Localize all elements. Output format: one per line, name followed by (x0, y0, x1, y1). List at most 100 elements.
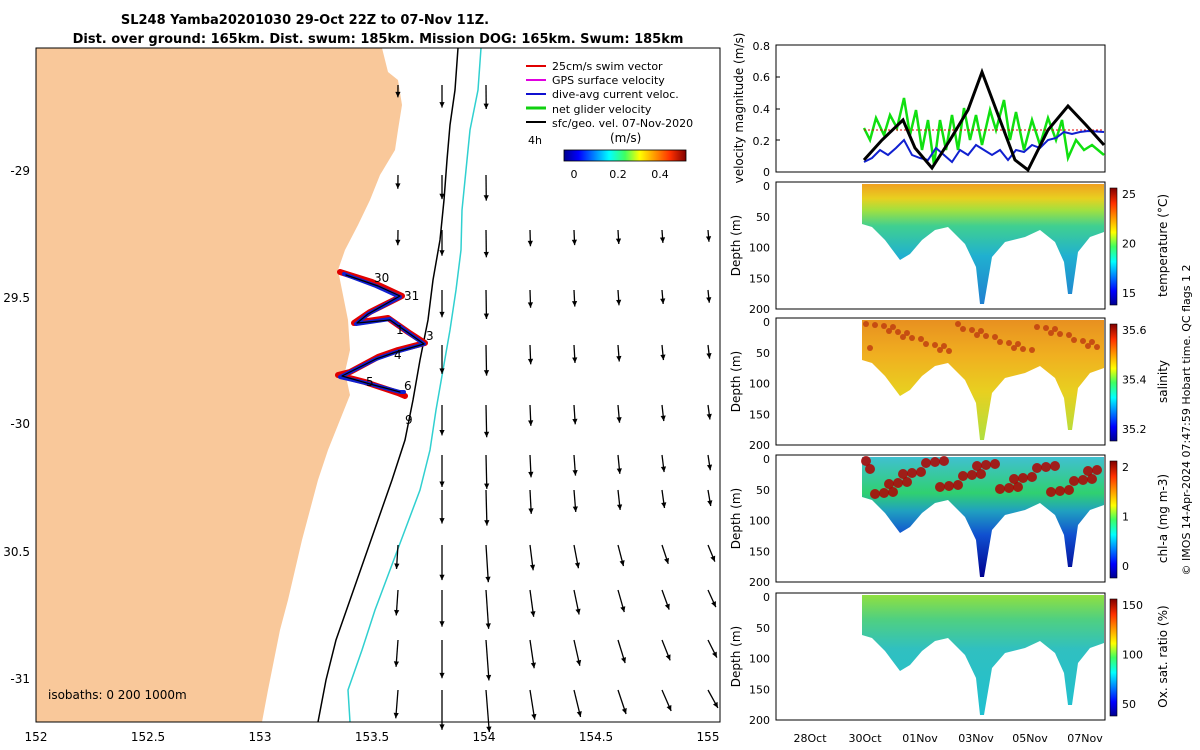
chla-sample-dot (1046, 487, 1056, 497)
track-label: 5 (366, 375, 374, 389)
velocity-vector-head (484, 483, 490, 489)
map-x-tick: 153 (249, 730, 272, 744)
salinity-sample-dot (1029, 347, 1035, 353)
salinity-sample-dot (1085, 343, 1091, 349)
salinity-colorbar-label: salinity (1156, 360, 1170, 403)
temperature-colorbar (1109, 187, 1118, 306)
salinity-sample-dot (863, 321, 869, 327)
colorbar-tick: 0.2 (609, 168, 627, 181)
oxygen-ytick: 0 (763, 591, 770, 604)
salinity-sample-dot (974, 332, 980, 338)
chla-sample-dot (1069, 476, 1079, 486)
velocity-vector-head (527, 302, 534, 308)
legend-4h: 4h (528, 134, 542, 147)
track-label: 6 (404, 379, 412, 393)
velocity-panel: 0 0.2 0.4 0.6 0.8 velocity magnitude (m/… (732, 33, 1106, 184)
time-x-tick: 01Nov (902, 732, 938, 745)
chla-sample-dot (995, 484, 1005, 494)
velocity-ytick: 0.2 (753, 135, 771, 148)
velocity-vector-head (576, 659, 582, 666)
velocity-vector (485, 544, 489, 583)
velocity-vector-head (616, 468, 622, 474)
velocity-vector-head (483, 103, 489, 109)
chla-ytick: 0 (763, 453, 770, 466)
salinity-sample-dot (1052, 326, 1058, 332)
salinity-panel: 0 50 100 150 200 Depth (m) 35.6 35.4 35.2 salinit… (729, 316, 1170, 452)
chla-sample-dot (1078, 475, 1088, 485)
velocity-vector-head (527, 240, 533, 247)
velocity-vector-head (660, 354, 666, 361)
map-y-tick: 30.5 (3, 545, 30, 559)
velocity-vector (485, 589, 490, 629)
temperature-colorbar-tick: 20 (1122, 238, 1136, 251)
salinity-sample-dot (1057, 331, 1063, 337)
chla-sample-dot (870, 489, 880, 499)
temperature-panel: 0 50 100 150 200 Depth (m) 25 20 15 temperature (… (729, 180, 1170, 316)
temperature-colorbar-label: temperature (°C) (1156, 194, 1170, 297)
time-x-tick: 30Oct (848, 732, 882, 745)
temperature-ytick: 200 (749, 303, 770, 316)
velocity-vector-head (616, 299, 622, 306)
chla-sample-dot (1055, 486, 1065, 496)
salinity-colorbar (1109, 323, 1118, 442)
salinity-sample-dot (886, 328, 892, 334)
velocity-vector-head (660, 466, 667, 473)
salinity-ytick: 150 (749, 408, 770, 421)
chla-sample-dot (1041, 462, 1051, 472)
chla-sample-dot (958, 471, 968, 481)
oxygen-colorbar-label: Ox. sat. ratio (%) (1156, 605, 1170, 707)
track-net-velocity (341, 274, 425, 393)
chla-sample-dot (888, 487, 898, 497)
legend-item-swim: 25cm/s swim vector (552, 60, 663, 73)
velocity-vector-head (705, 236, 712, 242)
surface-velocity-vectors (393, 84, 719, 733)
chla-sample-dot (861, 456, 871, 466)
velocity-vector-head (531, 713, 537, 720)
salinity-sample-dot (992, 334, 998, 340)
chla-ylabel: Depth (m) (729, 488, 743, 549)
velocity-vector (485, 454, 488, 489)
velocity-ylabel: velocity magnitude (m/s) (732, 33, 746, 184)
chla-sample-dot (1064, 485, 1074, 495)
temperature-colorbar-tick: 15 (1122, 287, 1136, 300)
velocity-vector-head (528, 471, 534, 478)
velocity-vector-head (710, 555, 716, 562)
velocity-vector-head (571, 301, 578, 307)
velocity-vector-head (621, 657, 627, 664)
velocity-vector-head (619, 560, 625, 567)
chla-sample-dot (981, 460, 991, 470)
legend-item-net: net glider velocity (552, 103, 652, 116)
colorbar-title: (m/s) (610, 131, 641, 145)
chla-colorbar-tick: 0 (1122, 560, 1129, 573)
velocity-vector-head (659, 237, 666, 243)
chla-panel: 0 50 100 150 200 Depth (m) 2 1 0 chl-a (mg m-3) (729, 453, 1170, 589)
salinity-sample-dot (895, 329, 901, 335)
chla-sample-dot (921, 458, 931, 468)
velocity-vector-head (576, 711, 582, 717)
salinity-sample-dot (1006, 340, 1012, 346)
chla-sample-dot (1083, 466, 1093, 476)
temperature-ytick: 100 (749, 242, 770, 255)
oxygen-colorbar (1109, 598, 1118, 717)
velocity-vector-head (483, 251, 489, 258)
track-label: 31 (404, 289, 419, 303)
map-y-tick: -30 (10, 417, 30, 431)
chla-sample-dot (1009, 474, 1019, 484)
legend-item-dive-avg: dive-avg current veloc. (552, 88, 679, 101)
salinity-ytick: 100 (749, 378, 770, 391)
chla-ytick: 100 (749, 515, 770, 528)
velocity-vector-head (393, 661, 400, 667)
track-label: 30 (374, 271, 389, 285)
salinity-sample-dot (909, 335, 915, 341)
velocity-sfc-series (862, 67, 1106, 173)
map-x-tick: 153.5 (355, 730, 389, 744)
velocity-vector-head (439, 193, 445, 200)
oxygen-ytick: 200 (749, 714, 770, 727)
velocity-vector-head (439, 672, 445, 679)
velocity-vector-head (485, 674, 492, 681)
velocity-vector-head (485, 576, 491, 583)
legend-item-sfc: sfc/geo. vel. 07-Nov-2020 (552, 117, 693, 130)
oxygen-ytick: 100 (749, 653, 770, 666)
